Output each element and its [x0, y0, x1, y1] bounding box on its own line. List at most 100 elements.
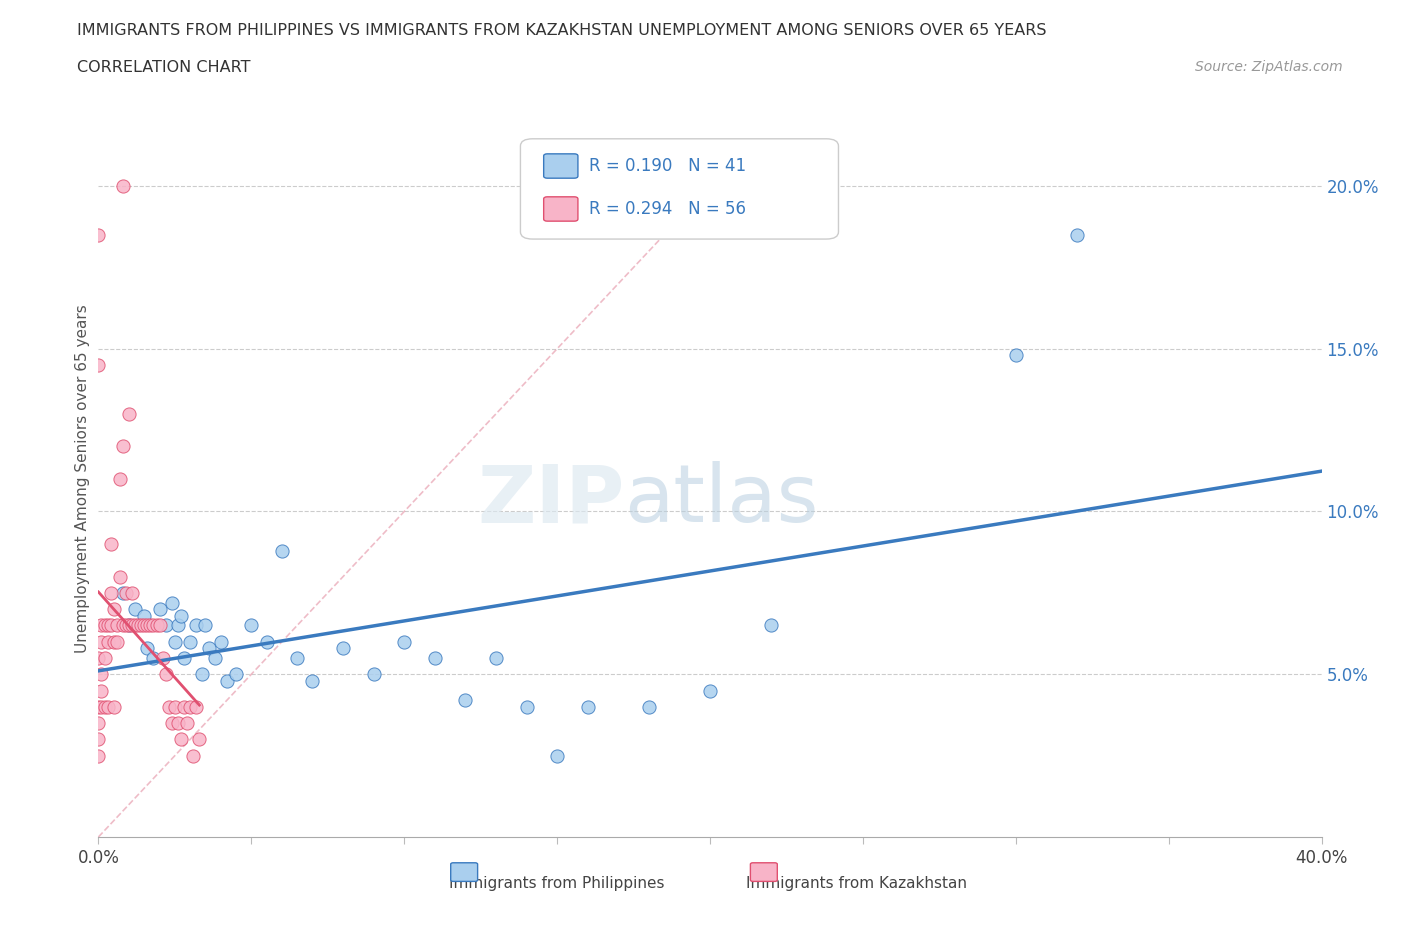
Point: [546, 748, 568, 763]
Point: [215, 673, 238, 688]
Point: [167, 716, 190, 731]
Point: [392, 634, 416, 649]
Point: [170, 732, 193, 747]
Point: [363, 667, 385, 682]
Point: [139, 618, 162, 633]
Point: [136, 641, 159, 656]
Point: [111, 586, 134, 601]
Text: R = 0.294   N = 56: R = 0.294 N = 56: [589, 200, 747, 218]
Point: [270, 543, 292, 558]
Point: [121, 586, 143, 601]
Text: CORRELATION CHART: CORRELATION CHART: [77, 60, 250, 75]
Point: [87, 358, 110, 373]
Point: [285, 651, 308, 666]
Point: [225, 667, 247, 682]
Point: [163, 699, 186, 714]
Point: [93, 699, 115, 714]
Point: [454, 693, 477, 708]
Point: [1066, 227, 1088, 242]
Point: [152, 651, 174, 666]
Point: [87, 227, 110, 242]
Point: [136, 618, 159, 633]
Point: [100, 537, 122, 551]
Point: [179, 699, 201, 714]
Point: [87, 716, 110, 731]
Point: [423, 651, 446, 666]
Point: [160, 716, 183, 731]
Point: [108, 472, 131, 486]
Point: [157, 699, 180, 714]
Point: [256, 634, 278, 649]
Point: [97, 634, 120, 649]
Point: [149, 618, 172, 633]
Point: [145, 618, 167, 633]
Text: R = 0.190   N = 41: R = 0.190 N = 41: [589, 157, 747, 175]
Point: [87, 699, 110, 714]
FancyBboxPatch shape: [544, 197, 578, 221]
Point: [90, 683, 112, 698]
Point: [87, 651, 110, 666]
Point: [209, 634, 232, 649]
Point: [103, 634, 125, 649]
Point: [121, 618, 143, 633]
Point: [124, 602, 146, 617]
Point: [111, 439, 134, 454]
Point: [100, 618, 122, 633]
Point: [1004, 348, 1026, 363]
Point: [118, 406, 141, 421]
Point: [170, 608, 193, 623]
Point: [115, 586, 138, 601]
Point: [155, 618, 177, 633]
Point: [188, 732, 211, 747]
Point: [194, 618, 217, 633]
Text: ZIP: ZIP: [477, 461, 624, 539]
Point: [167, 618, 190, 633]
Point: [129, 618, 152, 633]
Point: [105, 618, 128, 633]
Point: [127, 618, 149, 633]
Point: [142, 651, 165, 666]
Point: [204, 651, 226, 666]
Text: Immigrants from Kazakhstan: Immigrants from Kazakhstan: [747, 876, 967, 891]
Point: [142, 618, 165, 633]
Point: [516, 699, 538, 714]
Point: [149, 602, 172, 617]
Point: [93, 618, 115, 633]
FancyBboxPatch shape: [520, 139, 838, 239]
Text: IMMIGRANTS FROM PHILIPPINES VS IMMIGRANTS FROM KAZAKHSTAN UNEMPLOYMENT AMONG SEN: IMMIGRANTS FROM PHILIPPINES VS IMMIGRANT…: [77, 23, 1047, 38]
Y-axis label: Unemployment Among Seniors over 65 years: Unemployment Among Seniors over 65 years: [75, 305, 90, 653]
Point: [699, 683, 721, 698]
Point: [181, 748, 204, 763]
Point: [90, 618, 112, 633]
Point: [90, 667, 112, 682]
Point: [637, 699, 661, 714]
Point: [100, 586, 122, 601]
Point: [332, 641, 354, 656]
Point: [97, 618, 120, 633]
Point: [176, 716, 198, 731]
Point: [111, 618, 134, 633]
Text: atlas: atlas: [624, 461, 818, 539]
Point: [111, 179, 134, 193]
Point: [186, 618, 208, 633]
FancyBboxPatch shape: [751, 863, 778, 882]
Point: [485, 651, 508, 666]
Point: [108, 569, 131, 584]
Point: [118, 618, 141, 633]
FancyBboxPatch shape: [451, 863, 478, 882]
Point: [197, 641, 219, 656]
Point: [240, 618, 263, 633]
Point: [93, 651, 115, 666]
Point: [105, 634, 128, 649]
Point: [103, 602, 125, 617]
FancyBboxPatch shape: [544, 153, 578, 179]
Point: [103, 699, 125, 714]
Point: [576, 699, 599, 714]
Point: [179, 634, 201, 649]
Text: Immigrants from Philippines: Immigrants from Philippines: [450, 876, 665, 891]
Point: [134, 608, 156, 623]
Point: [173, 699, 195, 714]
Point: [301, 673, 323, 688]
Point: [87, 748, 110, 763]
Point: [87, 732, 110, 747]
